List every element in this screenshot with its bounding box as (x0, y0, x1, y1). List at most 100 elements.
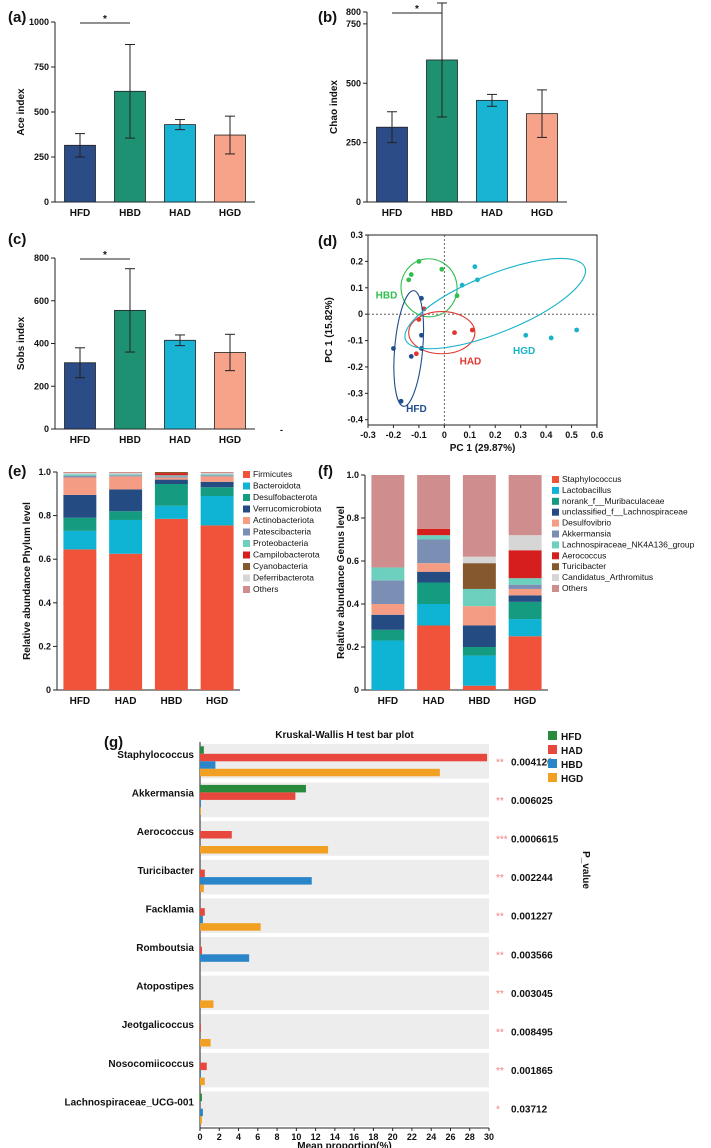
p-value-axis-title: P_value (580, 851, 591, 889)
y-tick-label: 750 (346, 19, 361, 29)
y-axis-title: Chao index (329, 80, 340, 134)
y-tick-label: 0 (44, 197, 49, 207)
y-tick-label: 250 (346, 138, 361, 148)
p-value: 0.003566 (511, 950, 553, 961)
ellipse-hgd (404, 257, 587, 350)
legend-label: Firmicutes (253, 469, 292, 479)
y-tick-label: 0 (44, 424, 49, 434)
panel-label: (g) (104, 734, 123, 751)
significance-stars: ** (496, 1066, 504, 1077)
y-tick-label: 0.2 (38, 641, 51, 651)
segment-proteobacteria (154, 475, 188, 477)
segment-desulfobacterota (63, 517, 97, 531)
plot-frame (367, 234, 598, 426)
segment-aerococcus (508, 550, 542, 579)
segment-lactobacillus (371, 640, 405, 690)
p-value: 0.006025 (511, 796, 553, 807)
bar-hgd (200, 807, 201, 815)
bar-hbd (200, 954, 250, 962)
legend-swatch (243, 540, 250, 547)
segment-others (462, 475, 496, 557)
bar-had (200, 753, 488, 762)
segment-others (371, 475, 405, 568)
significance-stars: ** (496, 912, 504, 923)
segment-proteobacteria (200, 474, 234, 476)
segment-staphylococcus (417, 625, 451, 690)
segment-lactobacillus (417, 604, 451, 626)
segment-akkermansia (417, 539, 451, 564)
segment-deferribacterota (200, 473, 234, 475)
segment-norank-f-muribaculaceae (508, 601, 542, 620)
significance-stars: ** (496, 989, 504, 1000)
segment-desulfobacterota (154, 483, 188, 506)
point-had (413, 351, 419, 357)
x-tick-label: 16 (349, 1132, 359, 1142)
x-tick-label: -0.3 (360, 430, 376, 440)
y-tick-label: 750 (34, 62, 49, 72)
legend-swatch (243, 586, 250, 593)
bar-had (164, 339, 196, 430)
bar-had (200, 908, 205, 916)
x-tick-label: 0.2 (489, 430, 502, 440)
segment-akkermansia (371, 580, 405, 604)
x-tick-label: 10 (291, 1132, 301, 1142)
legend-swatch (552, 508, 559, 516)
point-hgd (548, 335, 554, 341)
bar-had (200, 1062, 207, 1071)
y-tick-label: 0.8 (38, 511, 51, 521)
bar-hgd (200, 884, 204, 893)
legend-swatch (243, 574, 250, 582)
segment-unclassified-f-lachnospiraceae (371, 614, 405, 630)
x-tick-label: 0 (197, 1132, 202, 1142)
y-tick-label: 0 (356, 197, 361, 207)
legend-label: Verrucomicrobiota (253, 504, 322, 514)
legend-swatch (552, 519, 559, 527)
legend-label: Desulfovibrio (562, 518, 611, 528)
legend-label: Cyanobacteria (253, 561, 308, 571)
segment-firmicutes (154, 518, 188, 690)
y-tick-label: 600 (34, 296, 49, 306)
y-tick-label: 0.6 (38, 554, 51, 564)
legend-label: Candidatus_Arthromitus (562, 572, 653, 582)
p-value: 0.001865 (511, 1066, 553, 1077)
y-tick-label: 0.1 (350, 283, 363, 293)
group-label-had: HAD (460, 356, 482, 367)
ellipse-had (408, 310, 476, 355)
x-tick-label: HBD (161, 696, 183, 707)
legend-swatch (243, 505, 250, 513)
panel-label: (a) (8, 9, 26, 26)
legend-swatch (552, 541, 559, 549)
point-hbd (454, 293, 460, 299)
significance-star: * (415, 4, 419, 15)
legend-label: norank_f__Muribaculaceae (562, 496, 665, 506)
point-hgd (459, 282, 465, 288)
y-tick-label: 0.2 (346, 642, 359, 652)
segment-actinobacteriota (200, 476, 234, 482)
x-tick-label: HGD (531, 208, 553, 219)
bar-hfd (200, 784, 306, 793)
x-tick-label: HFD (70, 435, 91, 446)
legend-swatch (552, 552, 559, 560)
panel-label: (c) (8, 231, 26, 248)
segment-aerococcus (417, 528, 451, 536)
x-tick-label: 2 (217, 1132, 222, 1142)
x-tick-label: 6 (255, 1132, 260, 1142)
legend-swatch (552, 574, 559, 582)
legend-label: Desulfobacterota (253, 492, 318, 502)
p-value: 0.001227 (511, 912, 553, 923)
panel-label: (e) (8, 463, 26, 480)
panel-b: (b) 0 250 500 750 800 HFD HBD HAD HGD * Chao index (318, 2, 567, 219)
row-label: Jeotgalicoccus (122, 1020, 195, 1031)
group-label-hfd: HFD (406, 404, 427, 415)
bar-hgd (200, 768, 440, 777)
x-tick-label: 4 (236, 1132, 241, 1142)
legend-label: Others (562, 583, 588, 593)
segment-actinobacteriota (154, 477, 188, 480)
stray-mark: - (280, 425, 283, 435)
segment-lachnospiraceae-nk4a136-group (417, 535, 451, 540)
legend-swatch (552, 530, 559, 538)
panel-c: (c) 0 200 400 600 800 HFD HBD HAD HGD * Sobs index - (8, 231, 283, 446)
legend-swatch (552, 476, 559, 483)
segment-unclassified-f-lachnospiraceae (508, 595, 542, 602)
